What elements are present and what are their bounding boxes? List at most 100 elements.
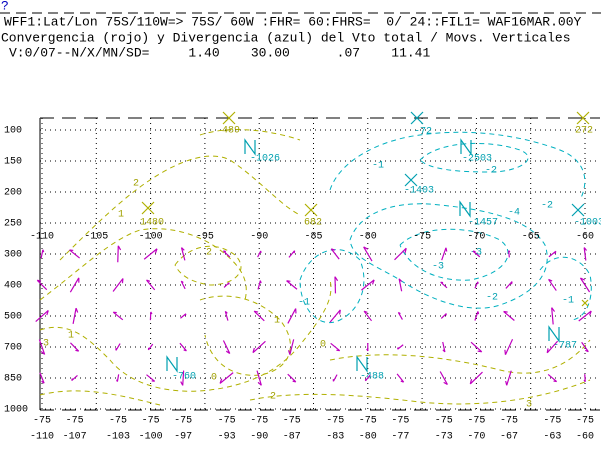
- section-lon-label: -110: [30, 432, 54, 443]
- x-tick-label: -75: [413, 232, 431, 243]
- wind-arrow: [366, 343, 369, 352]
- wind-arrow: [579, 277, 591, 293]
- annotation: -1403: [404, 186, 434, 197]
- contour: [199, 129, 301, 141]
- y-tick-label: 300: [4, 250, 22, 261]
- y-tick-label: 1000: [4, 405, 28, 416]
- x-tick-label: -65: [522, 232, 540, 243]
- y-tick-label: 700: [4, 343, 22, 354]
- contour-label: 1: [118, 210, 124, 221]
- contour: [419, 143, 529, 173]
- section-lat-label: -75: [283, 416, 301, 427]
- section-lon-label: -73: [435, 432, 453, 443]
- wind-arrow: [329, 309, 341, 323]
- x-marker: [404, 173, 418, 187]
- x-marker: [576, 111, 590, 125]
- annotations: 489 -72 272 -1026 -2503 -1403 1480 682 -…: [43, 126, 601, 411]
- section-lon-label: -90: [250, 432, 268, 443]
- section-lon-label: -87: [283, 432, 301, 443]
- section-lon-label: -67: [500, 432, 518, 443]
- wind-arrow: [117, 245, 122, 263]
- annotation: -72: [414, 127, 432, 138]
- wind-arrow: [222, 250, 231, 258]
- wind-arrow: [36, 279, 48, 291]
- wind-arrow: [442, 341, 446, 353]
- wind-arrow: [578, 310, 592, 322]
- contour: [349, 203, 548, 309]
- contour: [329, 339, 591, 374]
- annotation: 682: [304, 218, 322, 229]
- wind-arrow: [503, 310, 515, 321]
- wind-arrow: [287, 339, 295, 355]
- wind-arrow: [71, 375, 78, 381]
- annotation: 1480: [140, 218, 164, 229]
- wind-arrow: [180, 313, 187, 319]
- wind-arrow: [330, 342, 341, 352]
- wind-arrow: [470, 341, 483, 353]
- section-lon-label: -103: [106, 432, 130, 443]
- prompt: ?: [1, 0, 9, 13]
- section-lat-label: -75: [218, 416, 236, 427]
- x-marker: [141, 201, 155, 215]
- contour-label: -2: [486, 293, 498, 304]
- wind-arrow: [288, 250, 296, 258]
- wind-arrow: [180, 247, 186, 261]
- chart-title: WFF1:Lat/Lon 75S/110W=> 75S/ 60W :FHR= 6…: [4, 14, 581, 29]
- wind-arrow: [147, 343, 154, 351]
- wind-arrow: [474, 281, 479, 289]
- contour-label: -1: [372, 161, 384, 172]
- x-tick-label: -95: [196, 232, 214, 243]
- wind-arrow: [223, 282, 230, 288]
- x-tick-label: -85: [304, 232, 322, 243]
- wind-arrow: [252, 340, 266, 354]
- wind-arrow: [253, 310, 265, 322]
- wind-arrow: [440, 313, 447, 319]
- wind-arrow: [112, 311, 124, 321]
- wind-arrow: [257, 250, 262, 258]
- wind-arrow: [330, 248, 340, 260]
- x-tick-label: -110: [30, 232, 54, 243]
- x-marker: [571, 203, 585, 217]
- wind-arrow: [504, 339, 514, 355]
- wind-arrow: [440, 281, 448, 289]
- wind-arrow: [394, 247, 407, 261]
- contour-label: 1: [68, 331, 74, 342]
- contour: [329, 131, 586, 201]
- contour-label: -2: [541, 201, 553, 212]
- wind-arrow: [548, 278, 557, 291]
- contours: [39, 129, 592, 406]
- wind-arrow: [546, 340, 559, 354]
- section-lat-label: -75: [250, 416, 268, 427]
- wind-arrow: [256, 370, 262, 386]
- wind-arrow: [35, 310, 49, 322]
- n-marker: [459, 200, 471, 218]
- wind-arrow: [38, 339, 46, 355]
- wind-arrow: [219, 372, 234, 384]
- wind-arrow: [332, 374, 338, 382]
- wind-arrow: [257, 280, 262, 290]
- x-marker: [304, 203, 318, 217]
- contour: [199, 295, 291, 376]
- y-tick-label: 200: [4, 188, 22, 199]
- annotation: -787: [553, 341, 577, 352]
- n-marker: [356, 355, 368, 373]
- wind-arrow: [547, 373, 558, 383]
- wind-arrow: [363, 310, 373, 322]
- wind-arrow: [112, 278, 124, 292]
- wind-arrow: [149, 311, 153, 321]
- wind-arrow: [508, 250, 511, 258]
- section-lon-label: -77: [391, 432, 409, 443]
- contour: [249, 379, 591, 405]
- annotation: 489: [222, 126, 240, 137]
- wind-arrow: [551, 307, 556, 325]
- y-tick-label: 850: [4, 374, 22, 385]
- contour: [399, 228, 509, 281]
- contour: [539, 256, 592, 321]
- contour-label: 0: [211, 373, 217, 384]
- y-tick-label: 250: [4, 219, 22, 230]
- x-tick-label: -100: [139, 232, 163, 243]
- contour-label: -1: [298, 298, 310, 309]
- wind-arrow: [361, 279, 375, 291]
- section-lat-label: -75: [174, 416, 192, 427]
